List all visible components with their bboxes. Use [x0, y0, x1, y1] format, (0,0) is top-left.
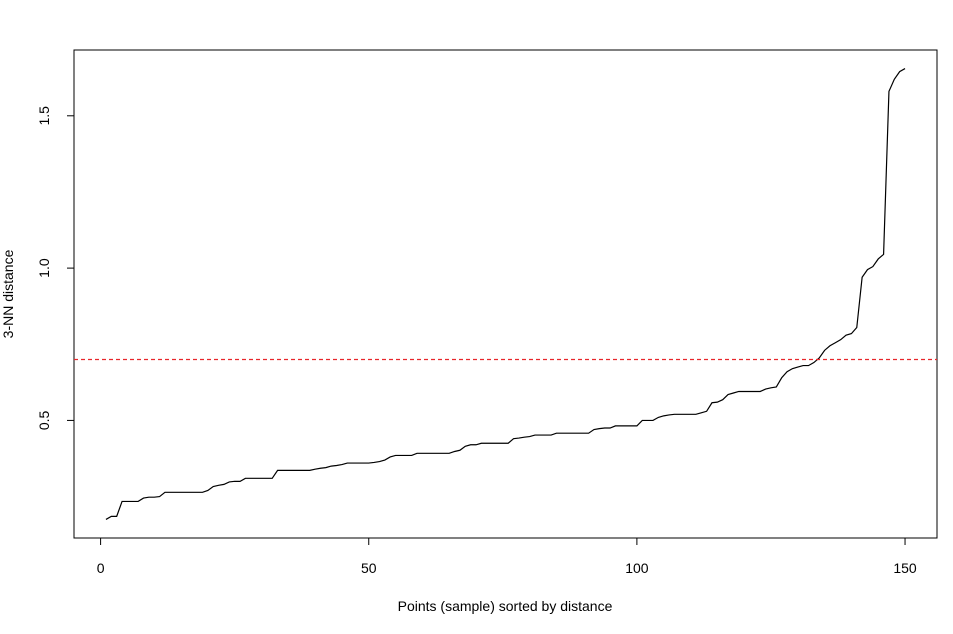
- plot-box: [73, 49, 938, 539]
- x-tick-label: 150: [893, 560, 917, 576]
- x-tick-label: 50: [361, 560, 377, 576]
- x-tick-label: 0: [97, 560, 105, 576]
- y-tick-label: 1.5: [36, 106, 52, 126]
- data-line: [105, 68, 906, 520]
- x-axis-label: Points (sample) sorted by distance: [398, 598, 613, 614]
- y-tick-label: 1.0: [36, 258, 52, 278]
- x-tick-label: 100: [625, 560, 649, 576]
- y-tick-label: 0.5: [36, 410, 52, 430]
- y-axis-label: 3-NN distance: [0, 249, 16, 338]
